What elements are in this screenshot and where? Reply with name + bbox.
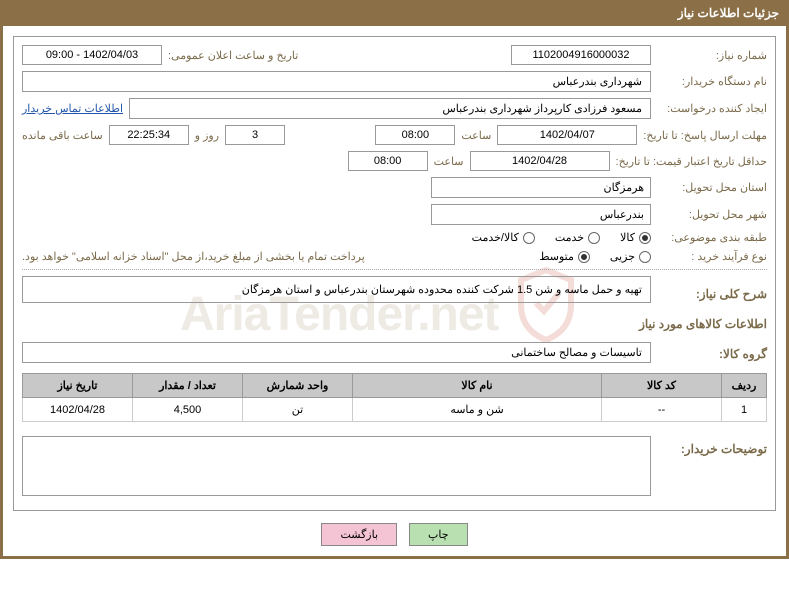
field-requester: مسعود فرزادی کارپرداز شهرداری بندرعباس [129, 98, 651, 119]
field-province: هرمزگان [431, 177, 651, 198]
panel-title: جزئیات اطلاعات نیاز [678, 6, 779, 20]
label-days-and: روز و [195, 129, 219, 142]
label-buyer-org: نام دستگاه خریدار: [657, 75, 767, 88]
radio-group-category: کالا خدمت کالا/خدمت [472, 231, 651, 244]
cell-unit: تن [243, 398, 353, 422]
radio-goods[interactable]: کالا [620, 231, 651, 244]
back-button[interactable]: بازگشت [321, 523, 397, 546]
field-buyer-org: شهرداری بندرعباس [22, 71, 651, 92]
th-code: کد کالا [602, 374, 722, 398]
row-buyer-notes: توضیحات خریدار: [22, 432, 767, 496]
label-validity: حداقل تاریخ اعتبار قیمت: تا تاریخ: [616, 155, 767, 168]
th-qty: تعداد / مقدار [133, 374, 243, 398]
th-unit: واحد شمارش [243, 374, 353, 398]
label-buyer-notes: توضیحات خریدار: [657, 442, 767, 456]
label-deadline: مهلت ارسال پاسخ: تا تاریخ: [643, 129, 767, 142]
row-overall-desc: شرح کلی نیاز: تهیه و حمل ماسه و شن 1.5 ش… [22, 276, 767, 307]
radio-minor[interactable]: جزیی [610, 250, 651, 263]
field-time-left: 22:25:34 [109, 125, 189, 145]
payment-note: پرداخت تمام یا بخشی از مبلغ خرید،از محل … [22, 250, 365, 263]
footer-buttons: چاپ بازگشت [13, 523, 776, 546]
row-purchase-type: نوع فرآیند خرید : جزیی متوسط پرداخت تمام… [22, 250, 767, 263]
row-category: طبقه بندی موضوعی: کالا خدمت کالا/خدمت [22, 231, 767, 244]
field-deadline-date: 1402/04/07 [497, 125, 637, 145]
th-name: نام کالا [353, 374, 602, 398]
row-province: استان محل تحویل: هرمزگان [22, 177, 767, 198]
cell-qty: 4,500 [133, 398, 243, 422]
label-need-no: شماره نیاز: [657, 49, 767, 62]
field-announce-date: 1402/04/03 - 09:00 [22, 45, 162, 65]
buyer-contact-link[interactable]: اطلاعات تماس خریدار [22, 102, 123, 115]
label-goods-group: گروه کالا: [657, 347, 767, 361]
radio-group-purchase: جزیی متوسط [539, 250, 651, 263]
row-validity: حداقل تاریخ اعتبار قیمت: تا تاریخ: 1402/… [22, 151, 767, 171]
field-city: بندرعباس [431, 204, 651, 225]
cell-row-no: 1 [722, 398, 767, 422]
label-time-2: ساعت [434, 155, 464, 168]
field-validity-date: 1402/04/28 [470, 151, 610, 171]
label-announce-date: تاریخ و ساعت اعلان عمومی: [168, 49, 298, 62]
label-city: شهر محل تحویل: [657, 208, 767, 221]
th-date: تاریخ نیاز [23, 374, 133, 398]
field-validity-time: 08:00 [348, 151, 428, 171]
th-row-no: ردیف [722, 374, 767, 398]
label-requester: ایجاد کننده درخواست: [657, 102, 767, 115]
field-overall-desc: تهیه و حمل ماسه و شن 1.5 شرکت کننده محدو… [22, 276, 651, 303]
field-days-left: 3 [225, 125, 285, 145]
row-buyer-org: نام دستگاه خریدار: شهرداری بندرعباس [22, 71, 767, 92]
radio-service[interactable]: خدمت [555, 231, 600, 244]
cell-name: شن و ماسه [353, 398, 602, 422]
panel-header: جزئیات اطلاعات نیاز [0, 0, 789, 26]
field-buyer-notes [22, 436, 651, 496]
table-row: 1 -- شن و ماسه تن 4,500 1402/04/28 [23, 398, 767, 422]
field-deadline-time: 08:00 [375, 125, 455, 145]
label-category: طبقه بندی موضوعی: [657, 231, 767, 244]
field-goods-group: تاسیسات و مصالح ساختمانی [22, 342, 651, 363]
radio-goods-service[interactable]: کالا/خدمت [472, 231, 535, 244]
cell-code: -- [602, 398, 722, 422]
goods-table: ردیف کد کالا نام کالا واحد شمارش تعداد /… [22, 373, 767, 422]
label-overall-desc: شرح کلی نیاز: [657, 287, 767, 301]
print-button[interactable]: چاپ [409, 523, 468, 546]
goods-info-title: اطلاعات کالاهای مورد نیاز [22, 317, 767, 331]
row-requester: ایجاد کننده درخواست: مسعود فرزادی کارپرد… [22, 98, 767, 119]
outer-frame: شماره نیاز: 1102004916000032 تاریخ و ساع… [0, 26, 789, 559]
cell-date: 1402/04/28 [23, 398, 133, 422]
row-deadline: مهلت ارسال پاسخ: تا تاریخ: 1402/04/07 سا… [22, 125, 767, 145]
row-need-no: شماره نیاز: 1102004916000032 تاریخ و ساع… [22, 45, 767, 65]
row-goods-group: گروه کالا: تاسیسات و مصالح ساختمانی [22, 337, 767, 367]
label-time-1: ساعت [461, 129, 491, 142]
radio-medium[interactable]: متوسط [539, 250, 590, 263]
label-remaining: ساعت باقی مانده [22, 129, 103, 142]
label-purchase-type: نوع فرآیند خرید : [657, 250, 767, 263]
row-city: شهر محل تحویل: بندرعباس [22, 204, 767, 225]
field-need-no: 1102004916000032 [511, 45, 651, 65]
label-province: استان محل تحویل: [657, 181, 767, 194]
form-panel: شماره نیاز: 1102004916000032 تاریخ و ساع… [13, 36, 776, 511]
